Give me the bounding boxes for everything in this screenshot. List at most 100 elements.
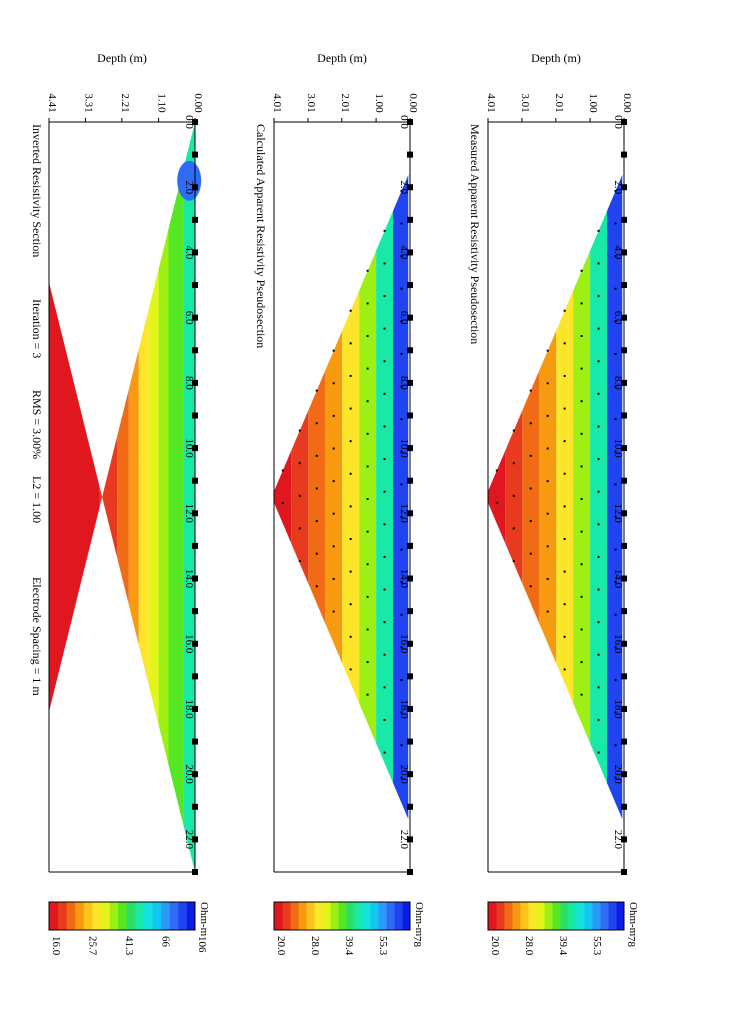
datum-point [597, 458, 600, 461]
datum-point [563, 603, 566, 606]
colorbar-swatch [512, 902, 521, 930]
electrode-marker [407, 184, 413, 191]
electrode-marker [192, 282, 198, 289]
datum-point [597, 621, 600, 624]
colorbar-unit: Ohm-m [198, 902, 210, 937]
x-tick-label: 6.0 [398, 311, 410, 325]
section-title: Inverted Resistivity Section [30, 124, 44, 257]
datum-point [400, 320, 403, 323]
electrode-marker [407, 542, 413, 549]
electrode-marker [407, 771, 413, 778]
colorbar-swatch [584, 902, 593, 930]
x-tick-label: 20.0 [398, 765, 410, 785]
electrode-marker [621, 803, 627, 810]
datum-point [597, 262, 600, 265]
datum-point [400, 646, 403, 649]
datum-point [349, 440, 352, 443]
colorbar-swatch [600, 902, 609, 930]
colorbar-tick-label: 39.4 [557, 936, 569, 956]
datum-point [495, 502, 498, 505]
depth-tick-label: 0.00 [407, 93, 419, 113]
electrode-marker [621, 249, 627, 256]
electrode-marker [407, 445, 413, 452]
datum-point [597, 523, 600, 526]
colorbar-swatch [290, 902, 299, 930]
datum-point [366, 432, 369, 435]
datum-point [529, 487, 532, 490]
section-title: Measured Apparent Resistivity Pseudosect… [468, 124, 482, 344]
x-tick-label: 6.0 [612, 311, 624, 325]
datum-point [597, 555, 600, 558]
datum-point [597, 327, 600, 330]
datum-point [383, 718, 386, 721]
datum-point [597, 686, 600, 689]
colorbar-swatch [160, 902, 170, 930]
colorbar-swatch [314, 902, 323, 930]
colorbar-swatch [362, 902, 371, 930]
colorbar-tick-label: 25.7 [87, 936, 99, 956]
datum-point [315, 585, 318, 588]
datum-point [614, 450, 617, 453]
datum-point [546, 512, 549, 515]
section-layer [183, 122, 195, 872]
electrode-marker [192, 216, 198, 223]
x-tick-label: 18.0 [183, 699, 195, 719]
x-tick-label: 14.0 [183, 569, 195, 589]
electrode-marker [192, 314, 198, 321]
datum-point [529, 389, 532, 392]
datum-point [298, 494, 301, 497]
datum-point [597, 229, 600, 232]
x-tick-label: 16.0 [183, 634, 195, 654]
colorbar-swatch [306, 902, 315, 930]
datum-point [366, 530, 369, 533]
datum-point [580, 530, 583, 533]
colorbar-tick-label: 16.0 [50, 936, 62, 956]
datum-point [400, 744, 403, 747]
depth-axis-label: Depth (m) [97, 51, 147, 65]
depth-tick-label: 2.21 [119, 93, 131, 112]
x-tick-label: 0.0 [398, 115, 410, 129]
colorbar-frame [48, 901, 196, 931]
datum-point [614, 352, 617, 355]
datum-point [400, 483, 403, 486]
datum-point [383, 653, 386, 656]
panel-calculated: 0.02.04.06.08.010.012.014.016.018.020.02… [254, 51, 425, 956]
datum-point [614, 646, 617, 649]
datum-point [332, 512, 335, 515]
depth-tick-label: 4.01 [271, 93, 283, 112]
x-tick-label: 2.0 [612, 180, 624, 194]
colorbar-swatch [394, 902, 403, 930]
colorbar-swatch [49, 902, 59, 930]
colorbar-swatch [616, 902, 625, 930]
datum-point [366, 563, 369, 566]
colorbar-swatch [322, 902, 331, 930]
section-band [590, 210, 608, 784]
colorbar-swatch [520, 902, 529, 930]
datum-point [298, 429, 301, 432]
datum-point [614, 287, 617, 290]
depth-tick-label: 3.01 [305, 93, 317, 112]
datum-point [529, 552, 532, 555]
electrode-marker [407, 803, 413, 810]
colorbar-tick-label: 55.3 [377, 936, 389, 956]
datum-point [366, 628, 369, 631]
x-tick-label: 22.0 [398, 830, 410, 850]
datum-point [383, 229, 386, 232]
x-tick-label: 22.0 [183, 830, 195, 850]
datum-point [349, 668, 352, 671]
colorbar-swatch [66, 902, 76, 930]
datum-point [512, 527, 515, 530]
electrode-marker [621, 869, 627, 875]
x-tick-label: 2.0 [398, 180, 410, 194]
depth-tick-label: 3.01 [519, 93, 531, 112]
colorbar-tick-label: 66 [160, 936, 172, 948]
x-tick-label: 10.0 [183, 438, 195, 458]
datum-point [546, 447, 549, 450]
datum-point [400, 189, 403, 192]
electrode-marker [192, 673, 198, 680]
electrode-marker [621, 836, 627, 843]
datum-point [563, 407, 566, 410]
datum-point [332, 382, 335, 385]
datum-point [332, 480, 335, 483]
colorbar-swatch [386, 902, 395, 930]
